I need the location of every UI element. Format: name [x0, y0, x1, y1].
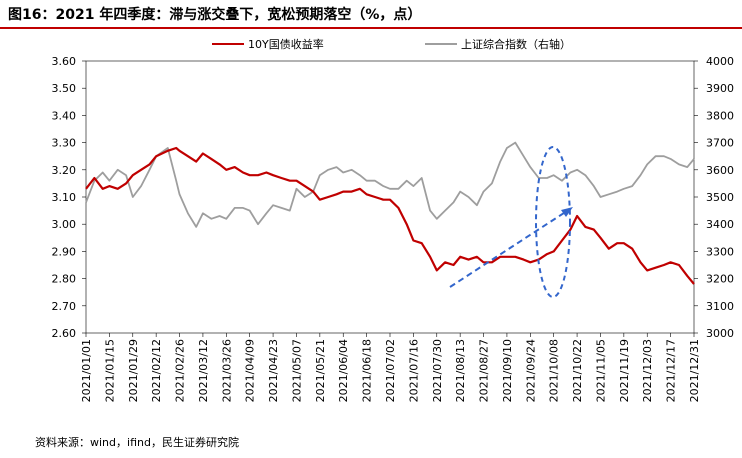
x-axis: 2021/01/01 2021/01/15 2021/01/29 2021/02/12…: [80, 333, 701, 402]
y-right-tick-label: 3400: [706, 218, 734, 231]
x-tick-label: 2021/05/07: [290, 339, 303, 402]
y-left-tick-label: 2.80: [52, 273, 77, 286]
annotations: [449, 146, 573, 298]
x-tick-label: 2021/02/12: [150, 339, 163, 402]
y-right-tick-label: 3100: [706, 300, 734, 313]
series-layer: [85, 141, 695, 285]
annotation-arrow-head: [561, 207, 573, 217]
y-left-tick-label: 3.10: [52, 191, 77, 204]
x-tick-label: 2021/08/27: [478, 339, 491, 402]
y-right-tick-label: 3600: [706, 164, 734, 177]
x-tick-label: 2021/12/03: [641, 339, 654, 402]
y-right-tick-label: 3500: [706, 191, 734, 204]
legend-label-yield: 10Y国债收益率: [248, 37, 324, 51]
x-tick-label: 2021/09/10: [501, 339, 514, 402]
y-left-tick-label: 3.40: [52, 109, 77, 122]
y-right-tick-label: 3200: [706, 273, 734, 286]
annotation-ellipse: [535, 146, 571, 298]
y-right-tick-label: 4000: [706, 55, 734, 68]
x-tick-label: 2021/11/19: [618, 339, 631, 402]
source-note: 资料来源：wind，ifind，民生证券研究院: [35, 436, 239, 449]
x-tick-label: 2021/03/12: [197, 339, 210, 402]
series-line-yield: [85, 146, 695, 285]
legend: 10Y国债收益率 上证综合指数（右轴）: [212, 37, 571, 51]
x-tick-label: 2021/04/23: [267, 339, 280, 402]
y-right-tick-label: 3300: [706, 245, 734, 258]
x-tick-label: 2021/04/09: [244, 339, 257, 402]
y-left-tick-label: 2.90: [52, 245, 77, 258]
legend-label-index: 上证综合指数（右轴）: [461, 37, 571, 51]
y-left-tick-label: 3.20: [52, 164, 77, 177]
y-axis-right: 3000 3100 3200 3300 3400 3500 3600 3700 3800 3900…: [694, 55, 734, 340]
x-tick-label: 2021/06/18: [361, 339, 374, 402]
x-tick-label: 2021/02/26: [174, 339, 187, 402]
annotation-arrow: [449, 210, 568, 288]
x-tick-label: 2021/05/21: [314, 339, 327, 402]
y-left-tick-label: 3.60: [52, 55, 77, 68]
y-left-tick-label: 3.00: [52, 218, 77, 231]
x-tick-label: 2021/07/30: [431, 339, 444, 402]
title-rule: [0, 27, 742, 29]
y-left-tick-label: 2.60: [52, 327, 77, 340]
x-tick-label: 2021/12/31: [688, 339, 701, 402]
y-left-tick-label: 3.50: [52, 82, 77, 95]
x-tick-label: 2021/10/08: [548, 339, 561, 402]
x-tick-label: 2021/06/04: [337, 339, 350, 402]
line-chart: 10Y国债收益率 上证综合指数（右轴） 2.60 2.70 2.80 2.90 3.00…: [52, 37, 735, 402]
x-tick-label: 2021/11/05: [594, 339, 607, 402]
y-right-tick-label: 3800: [706, 109, 734, 122]
x-tick-label: 2021/07/16: [407, 339, 420, 402]
series-line-index: [85, 141, 695, 228]
x-tick-label: 2021/07/02: [384, 339, 397, 402]
y-left-tick-label: 2.70: [52, 300, 77, 313]
x-tick-label: 2021/09/24: [524, 339, 537, 402]
x-tick-label: 2021/01/15: [103, 339, 116, 402]
y-right-tick-label: 3700: [706, 137, 734, 150]
x-tick-label: 2021/12/17: [665, 339, 678, 402]
y-left-tick-label: 3.30: [52, 137, 77, 150]
x-tick-label: 2021/01/01: [80, 339, 93, 402]
y-right-tick-label: 3900: [706, 82, 734, 95]
x-tick-label: 2021/01/29: [127, 339, 140, 402]
x-tick-label: 2021/10/22: [571, 339, 584, 402]
chart-title: 图16：2021 年四季度：滞与涨交叠下，宽松预期落空（%，点）: [8, 7, 422, 23]
x-tick-label: 2021/08/13: [454, 339, 467, 402]
y-right-tick-label: 3000: [706, 327, 734, 340]
y-axis-left: 2.60 2.70 2.80 2.90 3.00 3.10 3.20 3.30 3.40 3.50…: [52, 55, 86, 340]
x-tick-label: 2021/03/26: [220, 339, 233, 402]
